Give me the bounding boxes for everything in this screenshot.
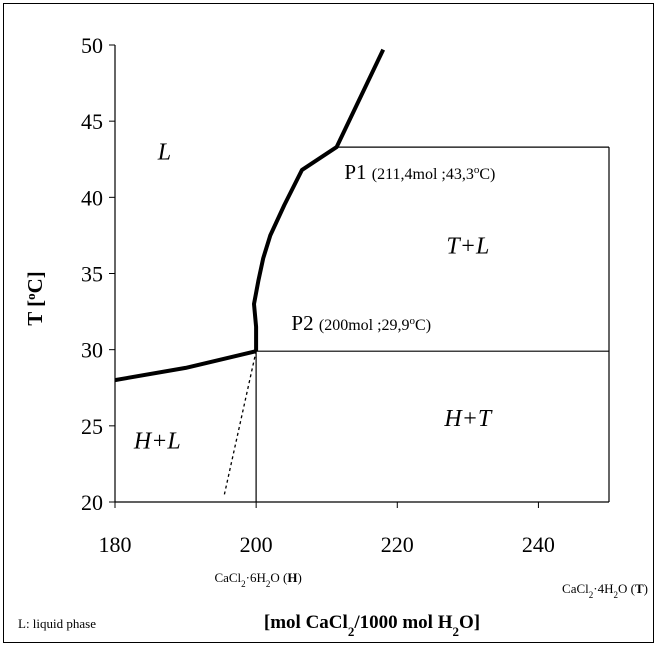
y-tick-label: 40	[81, 185, 103, 210]
point-label: P2 (200mol ;29,9oC)	[291, 311, 431, 335]
region-label: H+L	[133, 429, 181, 455]
y-tick-label: 45	[81, 109, 103, 134]
phase-boundary-curve	[114, 349, 257, 383]
phase-boundary-curve	[252, 48, 386, 352]
metastable-extension-line	[223, 351, 257, 495]
y-tick-label: 35	[81, 262, 103, 287]
x-tick-label: 200	[240, 532, 273, 557]
point-label: P1 (211,4mol ;43,3oC)	[344, 160, 495, 184]
region-label: T+L	[446, 234, 489, 260]
region-label: H+T	[443, 406, 493, 432]
region-label: L	[157, 139, 171, 165]
figure-frame	[3, 3, 654, 643]
y-axis-label: T [oC]	[23, 271, 48, 326]
composition-label: CaCl2·4H2O (T)	[562, 581, 648, 600]
x-tick-label: 180	[99, 532, 132, 557]
x-axis-label: [mol CaCl2/1000 mol H2O]	[264, 612, 480, 639]
y-tick-label: 30	[81, 338, 103, 363]
y-tick-label: 20	[81, 490, 103, 515]
x-tick-label: 240	[522, 532, 555, 557]
x-tick-label: 220	[381, 532, 414, 557]
y-tick-label: 50	[81, 33, 103, 58]
composition-label: CaCl2·6H2O (H)	[214, 570, 301, 589]
y-tick-label: 25	[81, 414, 103, 439]
legend-note: L: liquid phase	[18, 616, 96, 631]
